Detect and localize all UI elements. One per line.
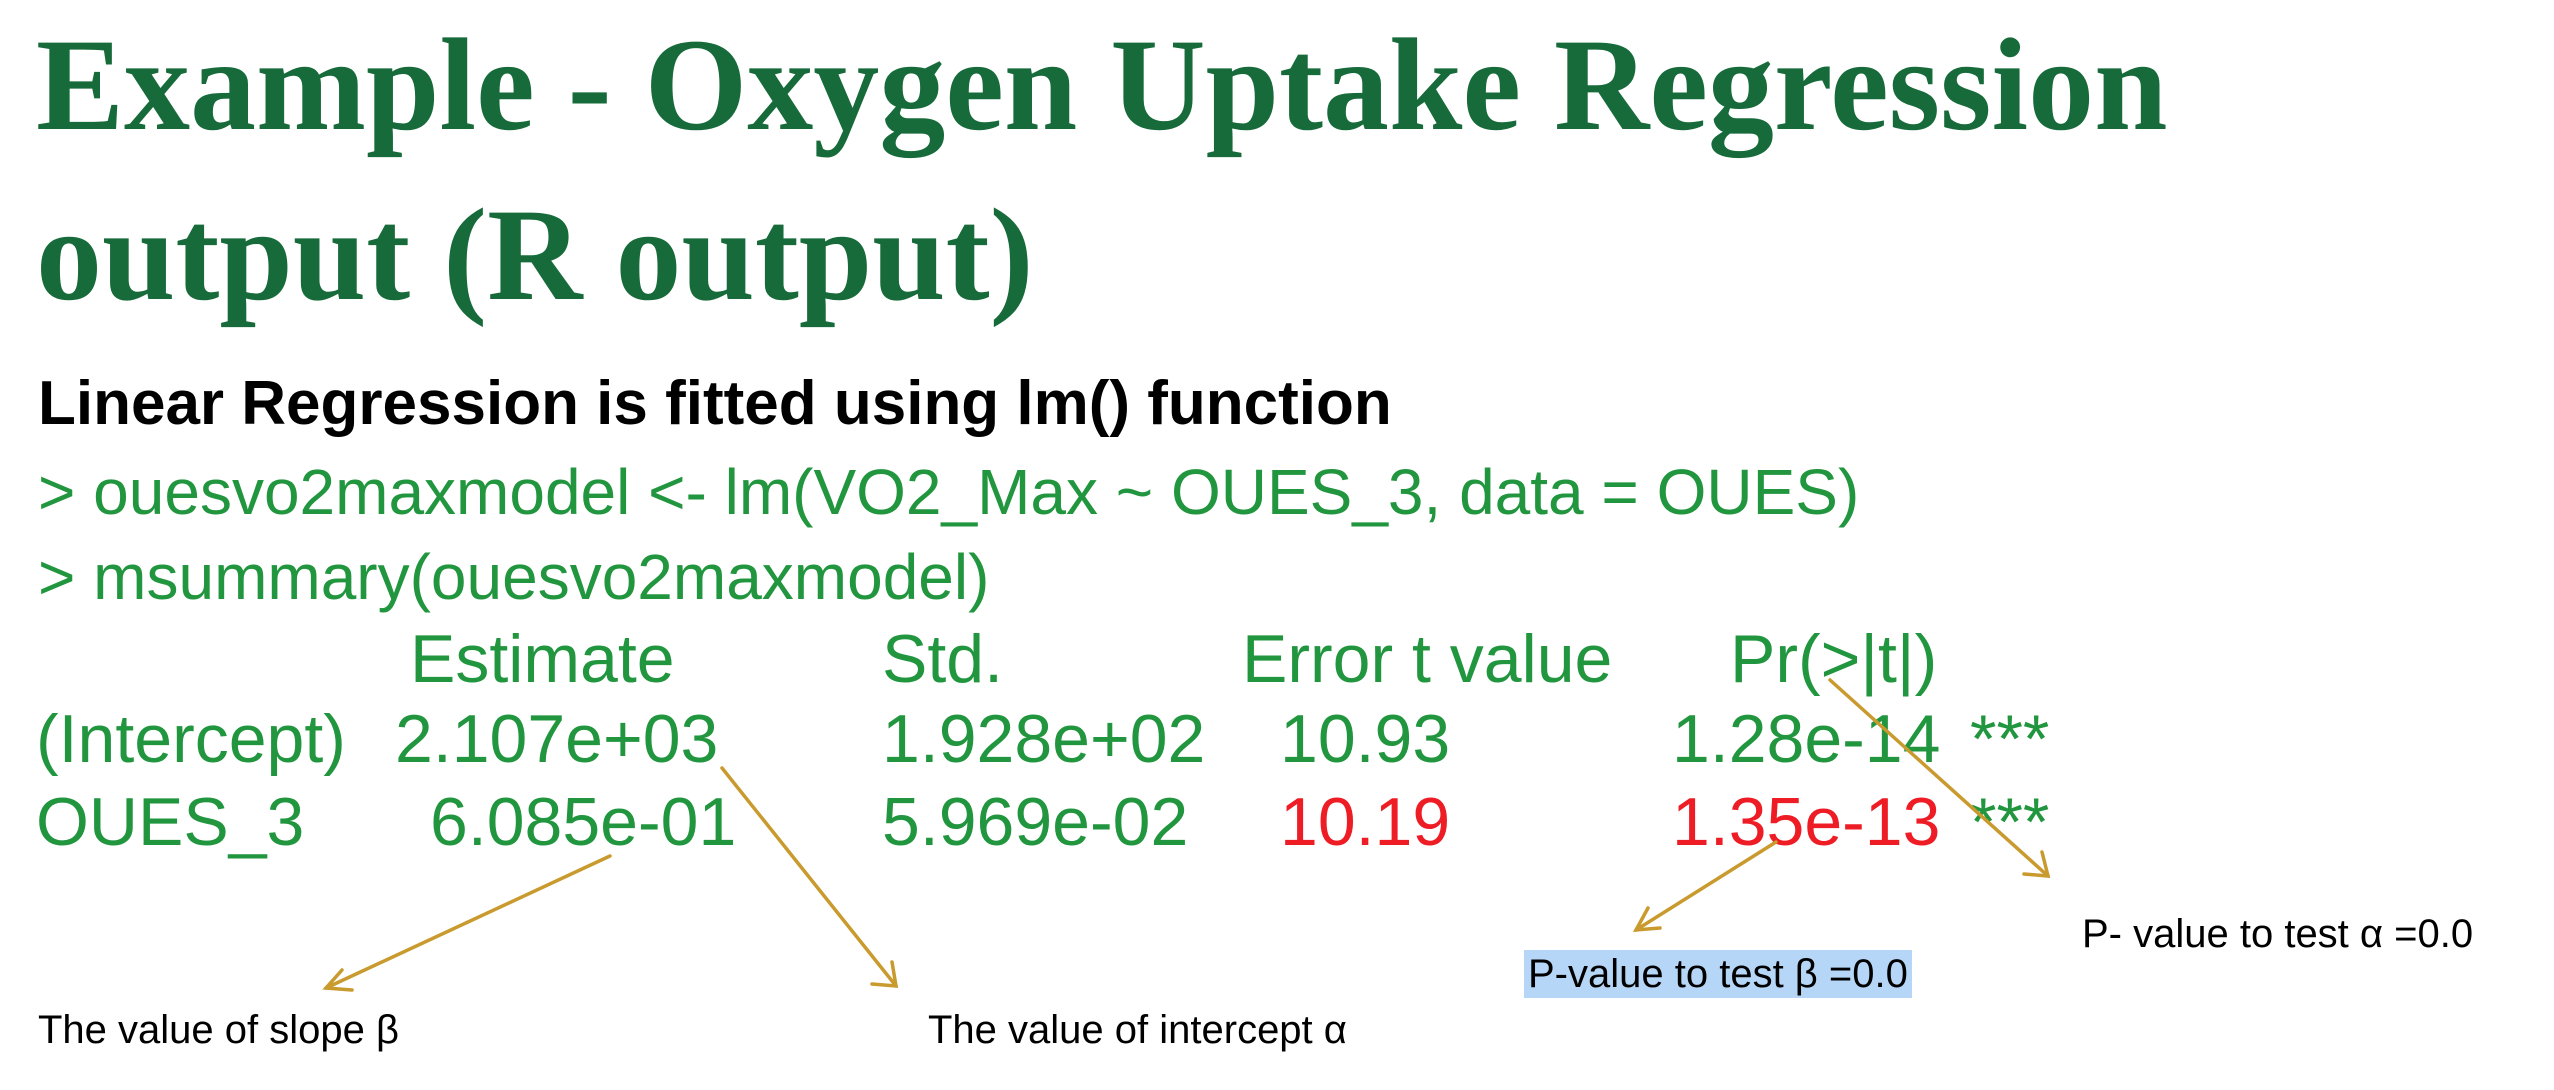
note-p-beta-text: P-value to test β =0.0 — [1524, 950, 1912, 998]
row-intercept-p-value: 1.28e-14 — [1672, 701, 1941, 777]
row-oues3-estimate: 6.085e-01 — [430, 784, 737, 860]
arrow-intercept — [720, 766, 899, 988]
row-oues3-p-value: 1.35e-13 — [1672, 784, 1941, 860]
row-oues3-t-value: 10.19 — [1280, 784, 1451, 860]
header-p-value: Pr(>|t|) — [1730, 621, 1938, 697]
slide-title: Example - Oxygen Uptake Regression outpu… — [36, 11, 2168, 328]
header-error-t-value: Error t value — [1242, 621, 1613, 697]
row-oues3-std-error: 5.969e-02 — [882, 784, 1189, 860]
row-intercept-estimate: 2.107e+03 — [395, 701, 719, 777]
row-intercept-signif: *** — [1970, 701, 2050, 777]
note-p-alpha: P- value to test α =0.0 — [2082, 912, 2474, 956]
note-intercept: The value of intercept α — [928, 1008, 1347, 1052]
header-estimate: Estimate — [410, 621, 675, 697]
subtitle: Linear Regression is fitted using lm() f… — [38, 369, 1392, 438]
row-oues3-name: OUES_3 — [36, 784, 305, 860]
row-intercept-name: (Intercept) — [36, 701, 346, 777]
arrow-slope — [322, 854, 612, 992]
header-std: Std. — [882, 621, 1003, 697]
code-line-model: > ouesvo2maxmodel <- lm(VO2_Max ~ OUES_3… — [38, 456, 1860, 528]
row-intercept-t-value: 10.93 — [1280, 701, 1451, 777]
code-line-summary: > msummary(ouesvo2maxmodel) — [38, 541, 990, 613]
row-oues3-signif: *** — [1970, 784, 2050, 860]
note-slope: The value of slope β — [38, 1008, 399, 1052]
row-intercept-std-error: 1.928e+02 — [882, 701, 1206, 777]
note-p-beta: P-value to test β =0.0 — [1524, 950, 1912, 998]
